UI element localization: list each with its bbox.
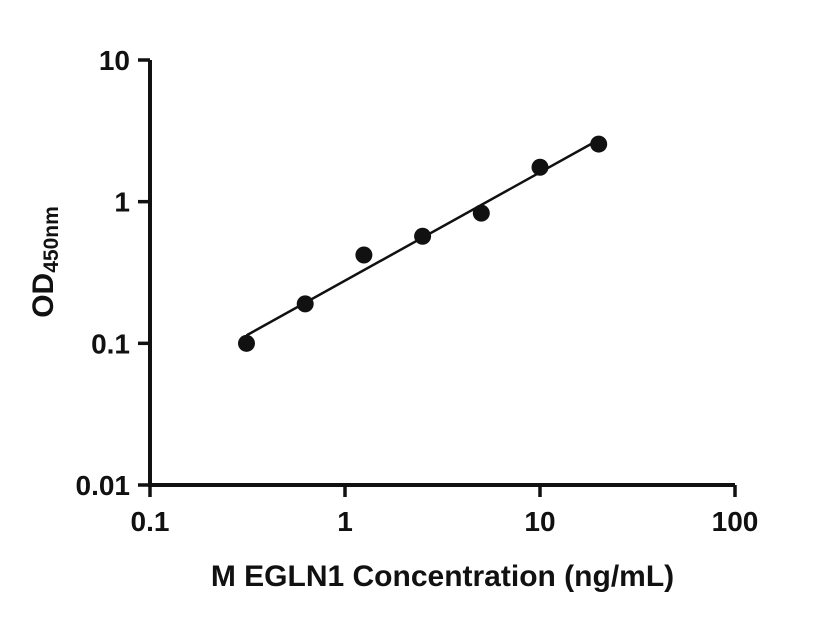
axes <box>148 60 735 487</box>
x-tick-label: 100 <box>712 506 759 537</box>
x-tick-label: 1 <box>337 506 353 537</box>
y-tick-label: 0.01 <box>76 470 131 501</box>
data-point <box>531 158 549 176</box>
data-point <box>296 295 314 313</box>
y-axis-title-main: OD <box>27 272 60 318</box>
data-point <box>472 204 490 222</box>
data-point <box>237 334 255 352</box>
data-point <box>414 227 432 245</box>
y-tick-label: 10 <box>99 45 130 76</box>
data-point <box>355 246 373 264</box>
x-tick-label: 0.1 <box>131 506 170 537</box>
x-tick-label: 10 <box>524 506 555 537</box>
y-axis-title: OD 450nm <box>27 162 67 362</box>
data-point <box>590 135 608 153</box>
y-tick-label: 1 <box>114 187 130 218</box>
y-tick-label: 0.1 <box>91 328 130 359</box>
x-axis-title: M EGLN1 Concentration (ng/mL) <box>210 560 675 593</box>
y-axis-title-subscript: 450nm <box>40 206 63 273</box>
